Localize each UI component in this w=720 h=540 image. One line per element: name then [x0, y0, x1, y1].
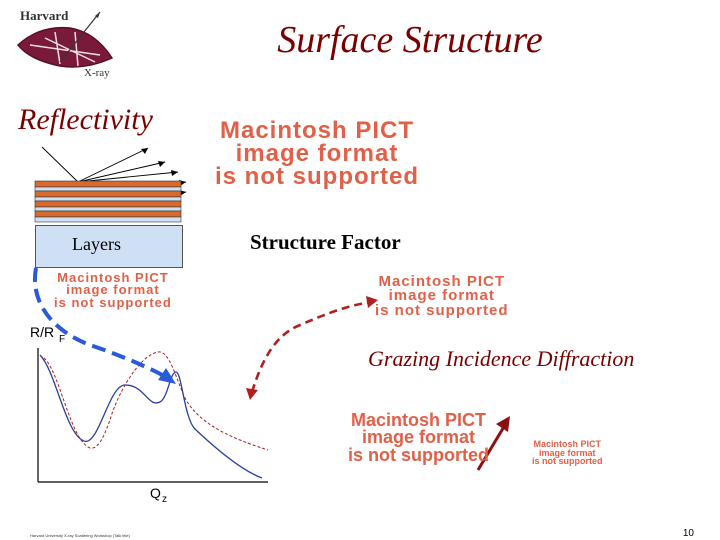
logo-top-text: Harvard: [20, 8, 69, 23]
pict-line-1: Macintosh PICT: [533, 439, 601, 449]
pict-line-2: image format: [361, 427, 476, 448]
logo-bottom-text: X-ray: [84, 67, 110, 79]
page-number: 10: [682, 528, 694, 539]
pict-line-2: image format: [538, 447, 596, 458]
layers-box: [35, 225, 183, 268]
layer-stack: [34, 180, 182, 223]
pict-line-3: is not supported: [215, 163, 419, 191]
plot-axes: [37, 348, 268, 483]
gid-arrow-line: [476, 424, 507, 471]
pict-line-1: Macintosh PICT: [350, 410, 486, 430]
pict-line-3: is not supported: [375, 301, 509, 319]
pict-placeholder-top: Macintosh PICT image format is not suppo…: [215, 117, 419, 191]
layers-label: Layers: [72, 234, 121, 254]
red-arrowhead-top: [366, 296, 378, 308]
structure-factor-label: Structure Factor: [250, 230, 401, 254]
footer-text: Harvard University X-ray Scattering Work…: [30, 533, 130, 538]
y-axis-sub: F: [59, 334, 65, 345]
x-axis-sub: z: [162, 494, 167, 505]
pict-line-3: is not supported: [348, 444, 489, 465]
pict-placeholder-bottom: Macintosh PICT image format is not suppo…: [348, 410, 489, 465]
blue-arrowhead: [158, 368, 176, 384]
reflectivity-curve-red-dashed: [43, 351, 269, 451]
y-axis-label: R/R: [30, 324, 54, 340]
gid-arrowhead: [496, 416, 510, 432]
pict-line-3: is not supported: [532, 456, 603, 467]
pict-line-1: Macintosh PICT: [219, 117, 414, 144]
blue-dashed-arrow: [33, 267, 169, 380]
pict-line-2: image format: [235, 140, 399, 168]
pict-line-2: image format: [66, 282, 160, 298]
x-axis-label: Q: [150, 485, 161, 501]
harvard-xray-logo: [16, 11, 114, 68]
pict-placeholder-right: Macintosh PICT image format is not suppo…: [375, 273, 509, 319]
slide-title: Surface Structure: [277, 19, 543, 61]
red-arrowhead-bottom: [246, 388, 258, 400]
pict-placeholder-left: Macintosh PICT image format is not suppo…: [54, 270, 172, 310]
pict-line-1: Macintosh PICT: [378, 273, 505, 290]
pict-line-1: Macintosh PICT: [57, 270, 169, 285]
reflectivity-curve-blue: [39, 354, 263, 479]
pict-line-3: is not supported: [54, 294, 172, 310]
gid-label: Grazing Incidence Diffraction: [368, 346, 635, 371]
reflectivity-heading: Reflectivity: [18, 103, 153, 136]
pict-line-2: image format: [388, 287, 495, 305]
pict-placeholder-bottom-right: Macintosh PICT image format is not suppo…: [532, 440, 603, 466]
red-dashed-arrow: [250, 300, 373, 393]
